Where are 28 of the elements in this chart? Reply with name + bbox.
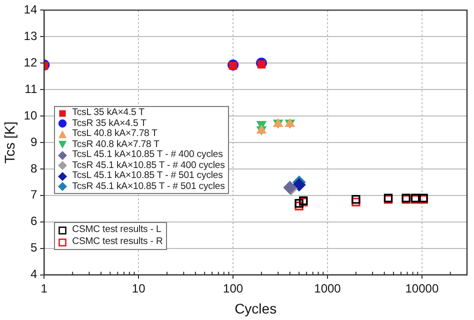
legend-label: TcsR 45.1 kA×10.85 T - # 400 cycles [72,160,225,171]
y-tick-label: 7 [30,188,38,202]
y-tick-label: 12 [24,55,38,70]
y-tick-label: 14 [24,2,38,17]
legend-label: TcsL 40.8 kA×7.78 T [72,128,158,140]
x-tick-label: 1 [40,281,48,296]
y-tick-label: 4 [30,267,38,282]
legend-label: TcsL 45.1 kA×10.85 T - # 501 cycles [72,170,223,182]
y-tick-label: 6 [30,214,38,228]
legend-label: TcsL 35 kA×4.5 T [72,107,144,118]
legend-label: TcsR 35 kA×4.5 T [72,118,146,129]
y-tick-label: 9 [30,134,38,149]
legend-label: TcsL 45.1 kA×10.85 T - # 400 cycles [72,149,223,160]
legend-label: CSMC test results - L [72,224,162,236]
y-tick-label: 13 [24,28,38,43]
x-tick-label: 1000 [314,281,342,296]
legend-label: CSMC test results - R [72,236,163,248]
y-tick-label: 8 [30,161,38,176]
legend-label: TcsR 40.8 kA×7.78 T [72,138,160,150]
x-tick-label: 10 [132,281,146,296]
y-axis-title: Tcs [K] [1,121,18,164]
legend-label: TcsR 45.1 kA×10.85 T - # 501 cycles [72,180,225,192]
y-tick-label: 11 [24,82,38,96]
y-tick-label: 5 [30,240,38,255]
y-tick-label: 10 [24,108,38,122]
x-tick-label: 10000 [405,281,439,296]
x-tick-label: 100 [223,281,244,296]
x-axis-title: Cycles [234,300,277,316]
